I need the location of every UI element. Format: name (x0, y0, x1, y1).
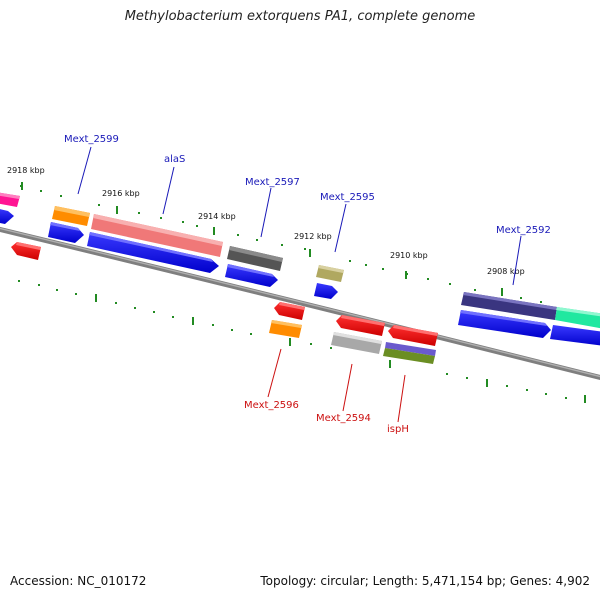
tick-label-2916: 2916 kbp (102, 189, 140, 198)
tick-label-2914: 2914 kbp (198, 212, 236, 221)
gene-mext-2595-arrow[interactable] (314, 283, 338, 299)
gene-mext-2595-cds[interactable] (316, 265, 344, 282)
gene-mext-2599-cds[interactable] (52, 206, 90, 226)
gene-left-edge-pink[interactable] (0, 192, 20, 207)
lower-scale-dots (18, 280, 567, 399)
tick-label-2908: 2908 kbp (487, 267, 525, 276)
gene-mext-2597-arrow[interactable] (225, 264, 278, 287)
gene-right-edge-green[interactable] (555, 307, 600, 329)
gene-mext-2594-arrow[interactable] (336, 315, 385, 336)
tick-label-2910: 2910 kbp (390, 251, 428, 260)
gene-mext-2592-arrow[interactable] (458, 310, 551, 338)
gene-label-mext-2592[interactable]: Mext_2592 (496, 225, 551, 236)
gene-label-mext-2599[interactable]: Mext_2599 (64, 134, 119, 145)
tick-label-2918: 2918 kbp (7, 166, 45, 175)
gene-mext-2594-cds[interactable] (331, 332, 382, 354)
tick-label-2912: 2912 kbp (294, 232, 332, 241)
genome-summary: Topology: circular; Length: 5,471,154 bp… (260, 574, 590, 588)
gene-label-mext-2597[interactable]: Mext_2597 (245, 177, 300, 188)
gene-label-isph[interactable]: ispH (387, 424, 409, 435)
gene-arrow-left-edge[interactable] (0, 208, 14, 224)
gene-reverse-left-arrow[interactable] (11, 242, 41, 260)
label-leader-lines (77, 146, 522, 423)
gene-label-mext-2596[interactable]: Mext_2596 (244, 400, 299, 411)
gene-label-mext-2595[interactable]: Mext_2595 (320, 192, 375, 203)
upper-scale-ticks (21, 182, 503, 296)
gene-isph-cds[interactable] (383, 342, 436, 364)
gene-mext-2592-cds[interactable] (461, 292, 557, 320)
genome-backbone-highlight (0, 227, 600, 378)
genome-backbone (0, 226, 600, 381)
gene-label-mext-2594[interactable]: Mext_2594 (316, 413, 371, 424)
gene-mext-2597-cds[interactable] (227, 246, 283, 271)
lower-scale-ticks (95, 294, 586, 403)
gene-mext-2596-arrow[interactable] (274, 302, 305, 320)
gene-alas-arrow[interactable] (87, 232, 219, 273)
accession-label: Accession: NC_010172 (10, 574, 147, 588)
gene-label-alas[interactable]: alaS (164, 154, 185, 165)
gene-mext-2599-arrow[interactable] (48, 222, 84, 243)
gene-alas-cds[interactable] (91, 214, 223, 257)
genome-title: Methylobacterium extorquens PA1, complet… (124, 9, 476, 24)
gene-mext-2596-cds[interactable] (269, 320, 302, 338)
gene-arrow-right-edge[interactable] (550, 325, 600, 346)
gene-isph-arrow[interactable] (388, 325, 438, 346)
